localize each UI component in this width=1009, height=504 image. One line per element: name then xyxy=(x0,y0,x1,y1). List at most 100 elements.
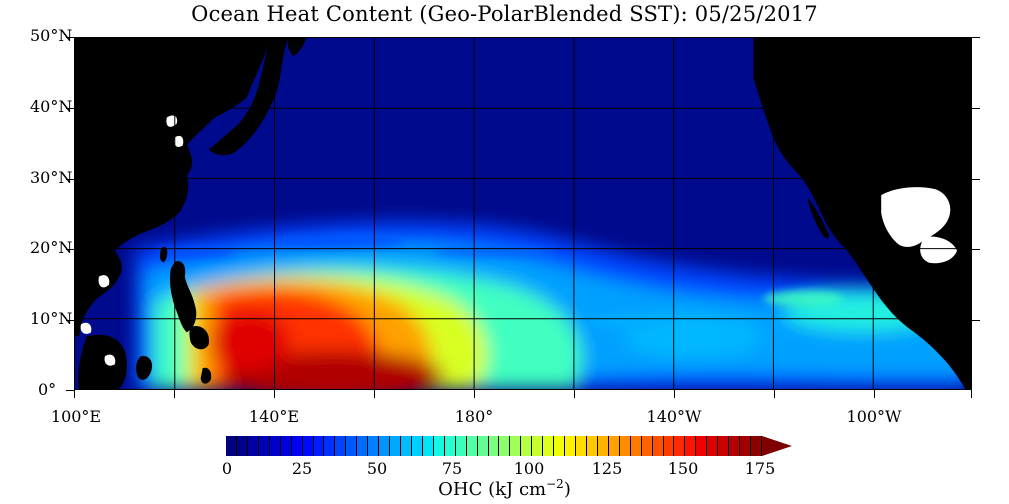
colorbar-cell xyxy=(532,436,544,456)
lat-label-30n: 30°N xyxy=(30,168,73,187)
colorbar-cell xyxy=(685,436,697,456)
lat-tick xyxy=(66,320,74,321)
lon-tick xyxy=(774,390,775,398)
colorbar-cell xyxy=(707,436,719,456)
ohc-map xyxy=(74,37,972,390)
colorbar-cell xyxy=(554,436,566,456)
colorbar-cell xyxy=(641,436,653,456)
colorbar-cell xyxy=(313,436,325,456)
colorbar-cell xyxy=(488,436,500,456)
lat-label-0: 0° xyxy=(38,380,57,399)
lon-tick xyxy=(874,390,875,398)
colorbar-cell xyxy=(576,436,587,456)
no-data-areas xyxy=(80,115,958,366)
colorbar-tick-75: 75 xyxy=(441,459,463,478)
colorbar xyxy=(226,436,762,456)
colorbar-cell xyxy=(663,436,675,456)
lon-tick xyxy=(274,390,275,398)
colorbar-tick-175: 175 xyxy=(744,459,776,478)
colorbar-cell xyxy=(346,436,358,456)
colorbar-cell xyxy=(357,436,369,456)
lon-label-140w: 140°W xyxy=(646,407,702,426)
colorbar-tick-25: 25 xyxy=(291,459,313,478)
ohc-map-graphic xyxy=(75,38,971,389)
colorbar-cell xyxy=(510,436,522,456)
lat-label-50n: 50°N xyxy=(30,26,73,45)
colorbar-title-exponent: −2 xyxy=(546,477,564,491)
colorbar-tick-50: 50 xyxy=(366,459,388,478)
colorbar-cell xyxy=(258,436,270,456)
colorbar-overflow-arrow xyxy=(762,436,792,456)
colorbar-cell xyxy=(466,436,478,456)
colorbar-cell xyxy=(433,436,445,456)
lon-tick xyxy=(374,390,375,398)
lat-tick xyxy=(972,179,980,180)
lat-label-20n: 20°N xyxy=(30,238,73,257)
colorbar-cell xyxy=(335,436,347,456)
colorbar-tick-0: 0 xyxy=(221,459,233,478)
colorbar-cell xyxy=(236,436,248,456)
colorbar-cell xyxy=(291,436,303,456)
colorbar-cell xyxy=(543,436,555,456)
colorbar-cell xyxy=(226,436,237,456)
lon-tick xyxy=(174,390,175,398)
colorbar-cell xyxy=(368,436,380,456)
lon-tick xyxy=(474,390,475,398)
colorbar-cell xyxy=(619,436,631,456)
colorbar-cell xyxy=(586,436,598,456)
lon-tick xyxy=(674,390,675,398)
colorbar-cell xyxy=(499,436,511,456)
colorbar-cell xyxy=(521,436,533,456)
heat-content-field xyxy=(134,221,971,389)
lat-tick xyxy=(66,108,74,109)
colorbar-title-text: OHC (kJ cm xyxy=(438,479,547,500)
lat-label-40n: 40°N xyxy=(30,97,73,116)
land-masses xyxy=(75,38,971,389)
colorbar-cell xyxy=(401,436,412,456)
lon-tick xyxy=(971,390,972,398)
grid-lines xyxy=(75,38,971,389)
colorbar-cell xyxy=(444,436,456,456)
colorbar-cell xyxy=(302,436,314,456)
lon-label-180: 180° xyxy=(454,407,494,426)
lon-label-100e: 100°E xyxy=(50,407,102,426)
lat-tick xyxy=(972,37,980,38)
colorbar-cell xyxy=(269,436,281,456)
colorbar-cell xyxy=(630,436,642,456)
colorbar-cell xyxy=(597,436,609,456)
colorbar-cell xyxy=(422,436,434,456)
colorbar-cell xyxy=(477,436,489,456)
colorbar-cell xyxy=(696,436,708,456)
colorbar-cell xyxy=(455,436,467,456)
colorbar-cell xyxy=(608,436,620,456)
lat-tick xyxy=(972,320,980,321)
lat-tick xyxy=(66,179,74,180)
colorbar-cell xyxy=(718,436,730,456)
colorbar-tick-150: 150 xyxy=(667,459,699,478)
colorbar-cell xyxy=(751,436,762,456)
colorbar-title: OHC (kJ cm−2) xyxy=(0,477,1009,500)
lon-label-100w: 100°W xyxy=(846,407,902,426)
colorbar-cell xyxy=(652,436,664,456)
colorbar-cell xyxy=(740,436,751,456)
colorbar-cell xyxy=(729,436,741,456)
map-title: Ocean Heat Content (Geo-PolarBlended SST… xyxy=(191,2,818,26)
colorbar-cell xyxy=(247,436,259,456)
lat-tick xyxy=(66,37,74,38)
colorbar-cell xyxy=(379,436,391,456)
lat-tick xyxy=(66,390,74,391)
lon-tick xyxy=(74,390,75,398)
colorbar-cell xyxy=(565,436,576,456)
colorbar-cell xyxy=(411,436,423,456)
colorbar-cell xyxy=(324,436,336,456)
lon-label-140e: 140°E xyxy=(248,407,300,426)
lat-tick xyxy=(972,249,980,250)
colorbar-cell xyxy=(674,436,686,456)
colorbar-title-suffix: ) xyxy=(563,479,571,500)
colorbar-cell xyxy=(390,436,401,456)
lat-tick xyxy=(972,108,980,109)
lat-tick xyxy=(66,249,74,250)
colorbar-cell xyxy=(280,436,292,456)
colorbar-tick-100: 100 xyxy=(513,459,545,478)
lon-tick xyxy=(574,390,575,398)
